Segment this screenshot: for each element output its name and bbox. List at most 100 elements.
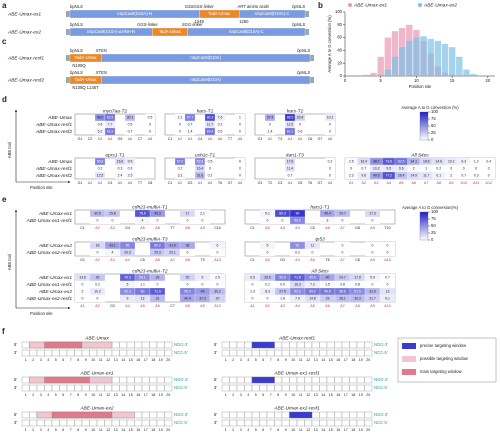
- nucleotide: [104, 349, 113, 357]
- nucleotide: [251, 349, 260, 357]
- cell-value: 0: [179, 122, 181, 126]
- column-label: C1: [168, 137, 173, 141]
- column-label: A10: [384, 304, 390, 308]
- column-label: A9: [370, 226, 374, 230]
- strand-end: 3': [14, 350, 17, 355]
- nucleotide: [119, 376, 128, 384]
- construct-name: ABE-Umax-ex2: [7, 29, 41, 35]
- nucleotide: [81, 349, 90, 357]
- nucleotide: [364, 349, 373, 357]
- heat-cell: [379, 248, 396, 257]
- cell-value: 62.5: [398, 159, 405, 163]
- cell-value: 10.2: [94, 289, 101, 293]
- column-label: A6: [128, 181, 132, 185]
- position-label: 9: [285, 358, 287, 362]
- row-label: ABE-Umax: [47, 115, 72, 121]
- column-label: A8: [185, 258, 189, 262]
- heatmap-title: cdh23-multiA-T1: [132, 204, 168, 210]
- strand-end: NCC-5': [174, 385, 188, 390]
- position-label: 7: [70, 393, 72, 397]
- cell-value: 0.5: [218, 129, 223, 133]
- cell-value: 2: [450, 173, 452, 177]
- position-label: 4: [247, 358, 249, 362]
- nucleotide: [349, 384, 358, 392]
- column-label: A7: [340, 226, 344, 230]
- position-label: 8: [77, 393, 79, 397]
- row-label: ABE-Umax-resf2: [35, 173, 72, 179]
- column-label: A8: [355, 304, 359, 308]
- position-label: 14: [321, 358, 325, 362]
- nucleotide: [274, 411, 283, 419]
- nucleotide: [364, 376, 373, 384]
- column-label: A6: [218, 137, 222, 141]
- position-label: 7: [70, 358, 72, 362]
- column-label: C5: [140, 258, 145, 262]
- cell-value: 14.9: [410, 173, 417, 177]
- nucleotide: [236, 419, 245, 427]
- position-label: 15: [129, 428, 133, 432]
- heat-cell: [334, 216, 351, 225]
- bar: [391, 56, 399, 76]
- column-label: T10: [384, 226, 390, 230]
- column-label: G1: [258, 181, 263, 185]
- position-label: 3: [240, 358, 242, 362]
- cell-value: 0: [157, 218, 159, 222]
- axis-label: ABE tool: [7, 142, 12, 158]
- position-label: 15: [129, 358, 133, 362]
- position-label: 17: [344, 358, 348, 362]
- cell-value: 0: [239, 166, 241, 170]
- position-label: 4: [47, 393, 49, 397]
- colorbar-label: 75: [431, 216, 436, 221]
- bar: [377, 56, 384, 76]
- cell-value: 7.2: [310, 282, 315, 286]
- position-label: 14: [121, 358, 125, 362]
- nucleotide: [164, 419, 173, 427]
- cell-value: 18.8: [423, 159, 430, 163]
- nucleotide: [126, 341, 135, 349]
- cell-value: 0: [312, 250, 314, 254]
- cell-value: 20.3: [124, 250, 131, 254]
- cell-value: 60: [141, 289, 145, 293]
- cell-value: 0.2: [436, 166, 441, 170]
- heatmap-title: hars-T2: [287, 108, 304, 114]
- nucleotide: [349, 341, 358, 349]
- nucleotide: [134, 411, 143, 419]
- construct-name: ABE-Umax-resf1: [7, 55, 44, 61]
- strand-end: NCC-5': [174, 350, 188, 355]
- cell-value: 13.8: [79, 275, 86, 279]
- cell-value: 0: [372, 243, 374, 247]
- column-label: A2: [265, 304, 269, 308]
- position-label: 13: [114, 428, 118, 432]
- cell-value: 29.7: [339, 211, 346, 215]
- position-label: 13: [314, 428, 318, 432]
- cell-value: 14.8: [309, 296, 316, 300]
- column-label: A3: [280, 226, 284, 230]
- nucleotide: [74, 384, 83, 392]
- cell-value: 0: [387, 243, 389, 247]
- nucleotide: [134, 376, 143, 384]
- column-label: A4: [387, 181, 391, 185]
- cell-value: 30.3: [354, 296, 361, 300]
- column-label: T7: [170, 226, 174, 230]
- cell-value: 0.7: [385, 275, 390, 279]
- position-label: 3: [240, 428, 242, 432]
- axis-label: Position site: [30, 185, 53, 190]
- cell-value: 0.2: [98, 166, 103, 170]
- column-label: C6: [308, 137, 313, 141]
- position-label: 12: [106, 428, 110, 432]
- heat-cell: [124, 127, 136, 136]
- bar: [441, 44, 449, 76]
- cell-value: 33: [156, 275, 160, 279]
- heat-cell: [379, 294, 396, 303]
- cell-value: 77.2: [385, 173, 392, 177]
- diagram-title: ABE-Umax-ex2: [79, 405, 113, 411]
- nucleotide: [126, 376, 135, 384]
- cell-value: 52.2: [294, 289, 301, 293]
- heat-cell: [234, 171, 246, 180]
- nucleotide: [119, 419, 128, 427]
- nucleotide: [111, 419, 120, 427]
- nucleotide: [221, 384, 230, 392]
- heat-cell: [104, 127, 116, 136]
- position-label: 7: [270, 393, 272, 397]
- cell-value: 0: [269, 122, 271, 126]
